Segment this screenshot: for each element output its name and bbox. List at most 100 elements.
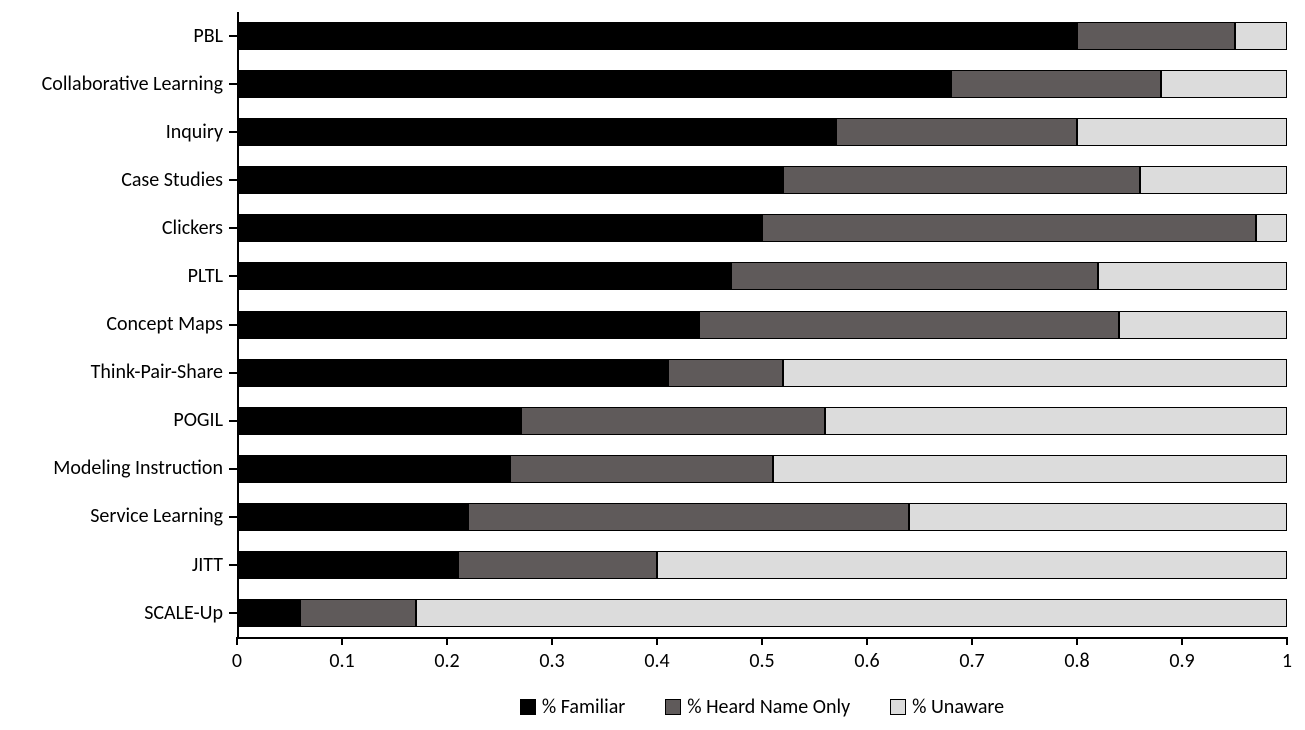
bar-segment-heard [521,407,826,435]
bar-segment-familiar [237,262,731,290]
x-tick-label: 0.4 [627,649,687,673]
bar-segment-familiar [237,407,521,435]
x-tick-mark [656,637,658,645]
legend-swatch [520,699,536,715]
x-tick-label: 0.7 [942,649,1002,673]
chart-legend: % Familiar % Heard Name Only % Unaware [237,695,1287,719]
bar-segment-familiar [237,503,468,531]
y-tick-mark [229,516,237,518]
x-tick-label: 0.8 [1047,649,1107,673]
bar-segment-familiar [237,70,951,98]
x-tick-mark [971,637,973,645]
y-tick-mark [229,275,237,277]
bar-row [237,118,1287,146]
legend-swatch [890,699,906,715]
bar-row [237,214,1287,242]
y-tick-mark [229,372,237,374]
bar-segment-unaware [783,359,1287,387]
y-axis-category-label: Concept Maps [106,312,223,336]
legend-item: % Familiar [520,695,625,719]
bar-segment-heard [762,214,1256,242]
bar-segment-familiar [237,551,458,579]
legend-swatch [665,699,681,715]
y-axis-category-label: Think-Pair-Share [91,360,223,384]
x-tick-label: 0.6 [837,649,897,673]
bar-row [237,455,1287,483]
y-axis-category-label: Case Studies [121,168,223,192]
bar-segment-unaware [1161,70,1287,98]
y-tick-mark [229,227,237,229]
bar-segment-heard [510,455,773,483]
x-tick-label: 0.9 [1152,649,1212,673]
y-tick-mark [229,420,237,422]
y-tick-mark [229,35,237,37]
bar-segment-heard [458,551,658,579]
x-tick-mark [1076,637,1078,645]
bar-segment-unaware [1119,311,1287,339]
legend-label: % Unaware [912,695,1004,719]
x-tick-mark [866,637,868,645]
legend-label: % Heard Name Only [687,695,850,719]
bar-segment-familiar [237,22,1077,50]
x-tick-label: 0.2 [417,649,477,673]
y-axis-category-label: PBL [193,24,223,48]
bar-row [237,166,1287,194]
x-tick-label: 0 [207,649,267,673]
x-tick-mark [761,637,763,645]
x-tick-mark [341,637,343,645]
x-tick-label: 0.5 [732,649,792,673]
x-tick-label: 1 [1257,649,1305,673]
y-tick-mark [229,468,237,470]
bar-segment-familiar [237,359,668,387]
bar-row [237,503,1287,531]
y-tick-mark [229,83,237,85]
bar-segment-heard [668,359,784,387]
bar-row [237,22,1287,50]
bar-segment-heard [783,166,1140,194]
x-tick-mark [236,637,238,645]
bar-segment-heard [468,503,909,531]
y-axis-category-label: JITT [192,553,223,577]
bar-segment-unaware [1098,262,1287,290]
bar-segment-familiar [237,166,783,194]
x-tick-mark [1181,637,1183,645]
bar-segment-familiar [237,311,699,339]
bar-segment-unaware [1235,22,1288,50]
y-axis-category-label: Inquiry [166,120,223,144]
y-axis-category-label: PLTL [188,264,223,288]
stacked-bar-chart: 0 0.1 0.2 0.3 0.4 0.5 0.6 0.7 0.8 0.9 1 PBL Collabor… [0,0,1305,730]
bar-segment-heard [1077,22,1235,50]
x-tick-label: 0.1 [312,649,372,673]
bar-segment-familiar [237,118,836,146]
y-tick-mark [229,324,237,326]
bar-segment-unaware [1256,214,1288,242]
y-axis-category-label: Clickers [162,216,223,240]
y-axis-category-label: POGIL [173,408,223,432]
bar-segment-heard [699,311,1119,339]
bar-segment-unaware [416,599,1288,627]
bar-segment-unaware [825,407,1287,435]
bar-row [237,359,1287,387]
bar-row [237,262,1287,290]
y-tick-mark [229,131,237,133]
y-axis-category-label: Modeling Instruction [53,456,223,480]
bar-segment-unaware [909,503,1287,531]
x-tick-mark [446,637,448,645]
bar-segment-familiar [237,214,762,242]
x-tick-mark [551,637,553,645]
y-axis-category-label: Collaborative Learning [42,72,223,96]
bar-row [237,311,1287,339]
y-tick-mark [229,179,237,181]
bar-row [237,407,1287,435]
legend-label: % Familiar [542,695,625,719]
bar-segment-unaware [1077,118,1287,146]
bar-segment-unaware [657,551,1287,579]
bar-row [237,599,1287,627]
bar-row [237,70,1287,98]
bar-segment-unaware [773,455,1288,483]
legend-item: % Unaware [890,695,1004,719]
bar-segment-familiar [237,599,300,627]
x-tick-label: 0.3 [522,649,582,673]
bar-segment-familiar [237,455,510,483]
bar-segment-heard [836,118,1078,146]
